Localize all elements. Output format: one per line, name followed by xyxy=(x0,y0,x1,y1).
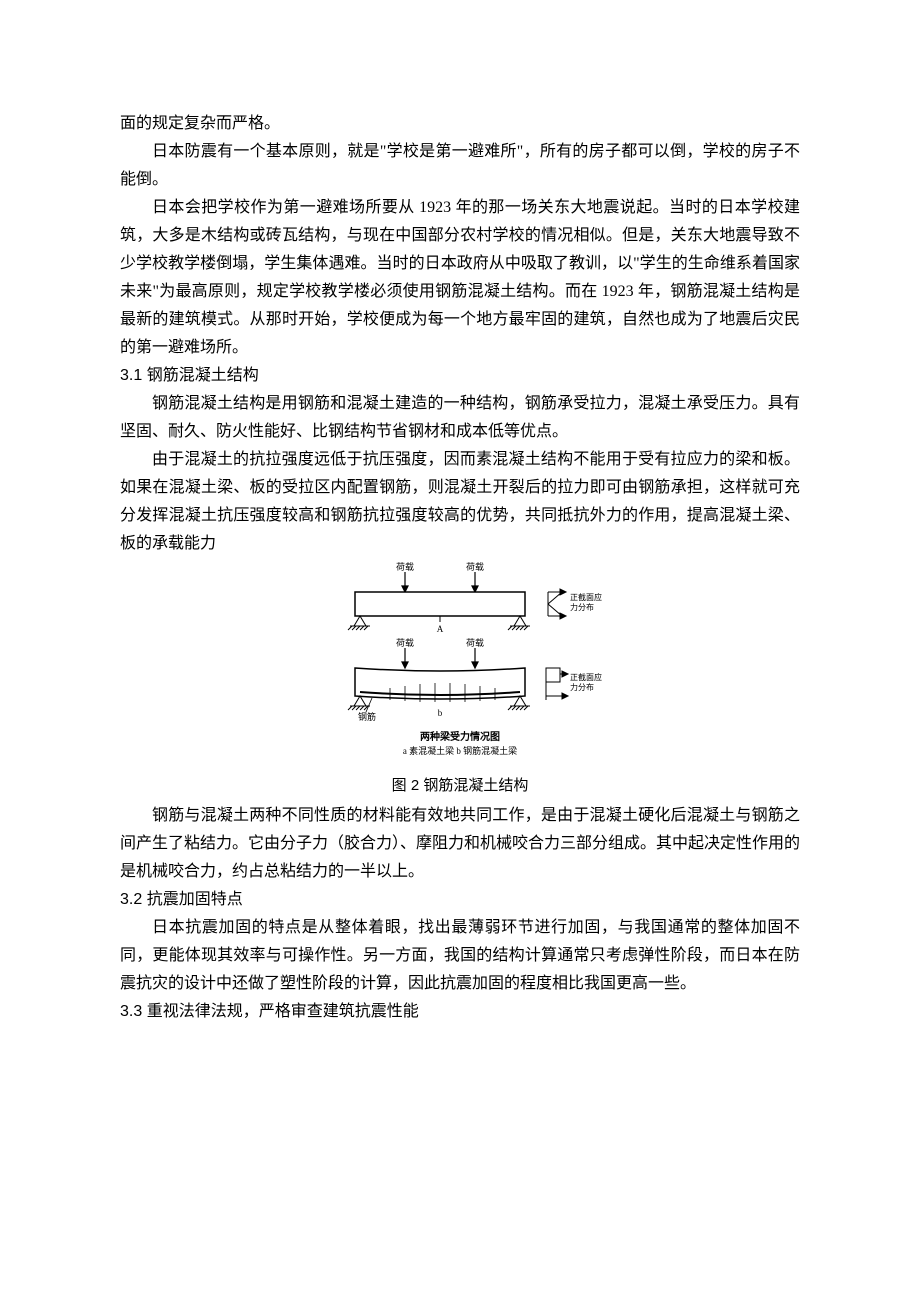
paragraph-principle: 日本防震有一个基本原则，就是"学校是第一避难所"，所有的房子都可以倒，学校的房子… xyxy=(120,138,800,194)
document-page: 面的规定复杂而严格。 日本防震有一个基本原则，就是"学校是第一避难所"，所有的房… xyxy=(0,0,920,1106)
fig-label-side-a-top: 正截面应 xyxy=(570,592,602,602)
figure-container: 荷载 荷载 A xyxy=(120,562,800,800)
paragraph-rc-structure: 钢筋混凝土结构是用钢筋和混凝土建造的一种结构，钢筋承受拉力，混凝土承受压力。具有… xyxy=(120,390,800,446)
fig-label-load-b-left: 荷载 xyxy=(396,637,414,648)
fig-label-load-b-right: 荷载 xyxy=(466,637,484,648)
heading-3-3: 3.3 重视法律法规，严格审查建筑抗震性能 xyxy=(120,998,800,1026)
figure-2-caption: 图 2 钢筋混凝土结构 xyxy=(120,772,800,800)
heading-3-2: 3.2 抗震加固特点 xyxy=(120,886,800,914)
fig-label-side-a-bot: 力分布 xyxy=(570,602,594,612)
fig-label-load-a-right: 荷载 xyxy=(466,562,484,572)
fig-title-1: 两种梁受力情况图 xyxy=(420,730,500,743)
paragraph-seismic: 日本抗震加固的特点是从整体着眼，找出最薄弱环节进行加固，与我国通常的整体加固不同… xyxy=(120,914,800,998)
fig-label-rebar: 钢筋 xyxy=(358,711,376,722)
paragraph-bond: 钢筋与混凝土两种不同性质的材料能有效地共同工作，是由于混凝土硬化后混凝土与钢筋之… xyxy=(120,802,800,886)
fig-title-2: a 素混凝土梁 b 钢筋混凝土梁 xyxy=(403,745,517,756)
paragraph-history: 日本会把学校作为第一避难场所要从 1923 年的那一场关东大地震说起。当时的日本… xyxy=(120,194,800,362)
paragraph-continuation: 面的规定复杂而严格。 xyxy=(120,110,800,138)
fig-label-side-b-top: 正截面应 xyxy=(570,672,602,682)
fig-label-side-b-bot: 力分布 xyxy=(570,682,594,692)
fig-label-load-a-left: 荷载 xyxy=(396,562,414,572)
heading-3-1: 3.1 钢筋混凝土结构 xyxy=(120,362,800,390)
paragraph-rc-strength: 由于混凝土的抗拉强度远低于抗压强度，因而素混凝土结构不能用于受有拉应力的梁和板。… xyxy=(120,446,800,558)
fig-label-b-mark: b xyxy=(438,708,443,718)
fig-label-a-mark: A xyxy=(437,624,444,634)
figure-2-diagram: 荷载 荷载 A xyxy=(310,562,610,772)
